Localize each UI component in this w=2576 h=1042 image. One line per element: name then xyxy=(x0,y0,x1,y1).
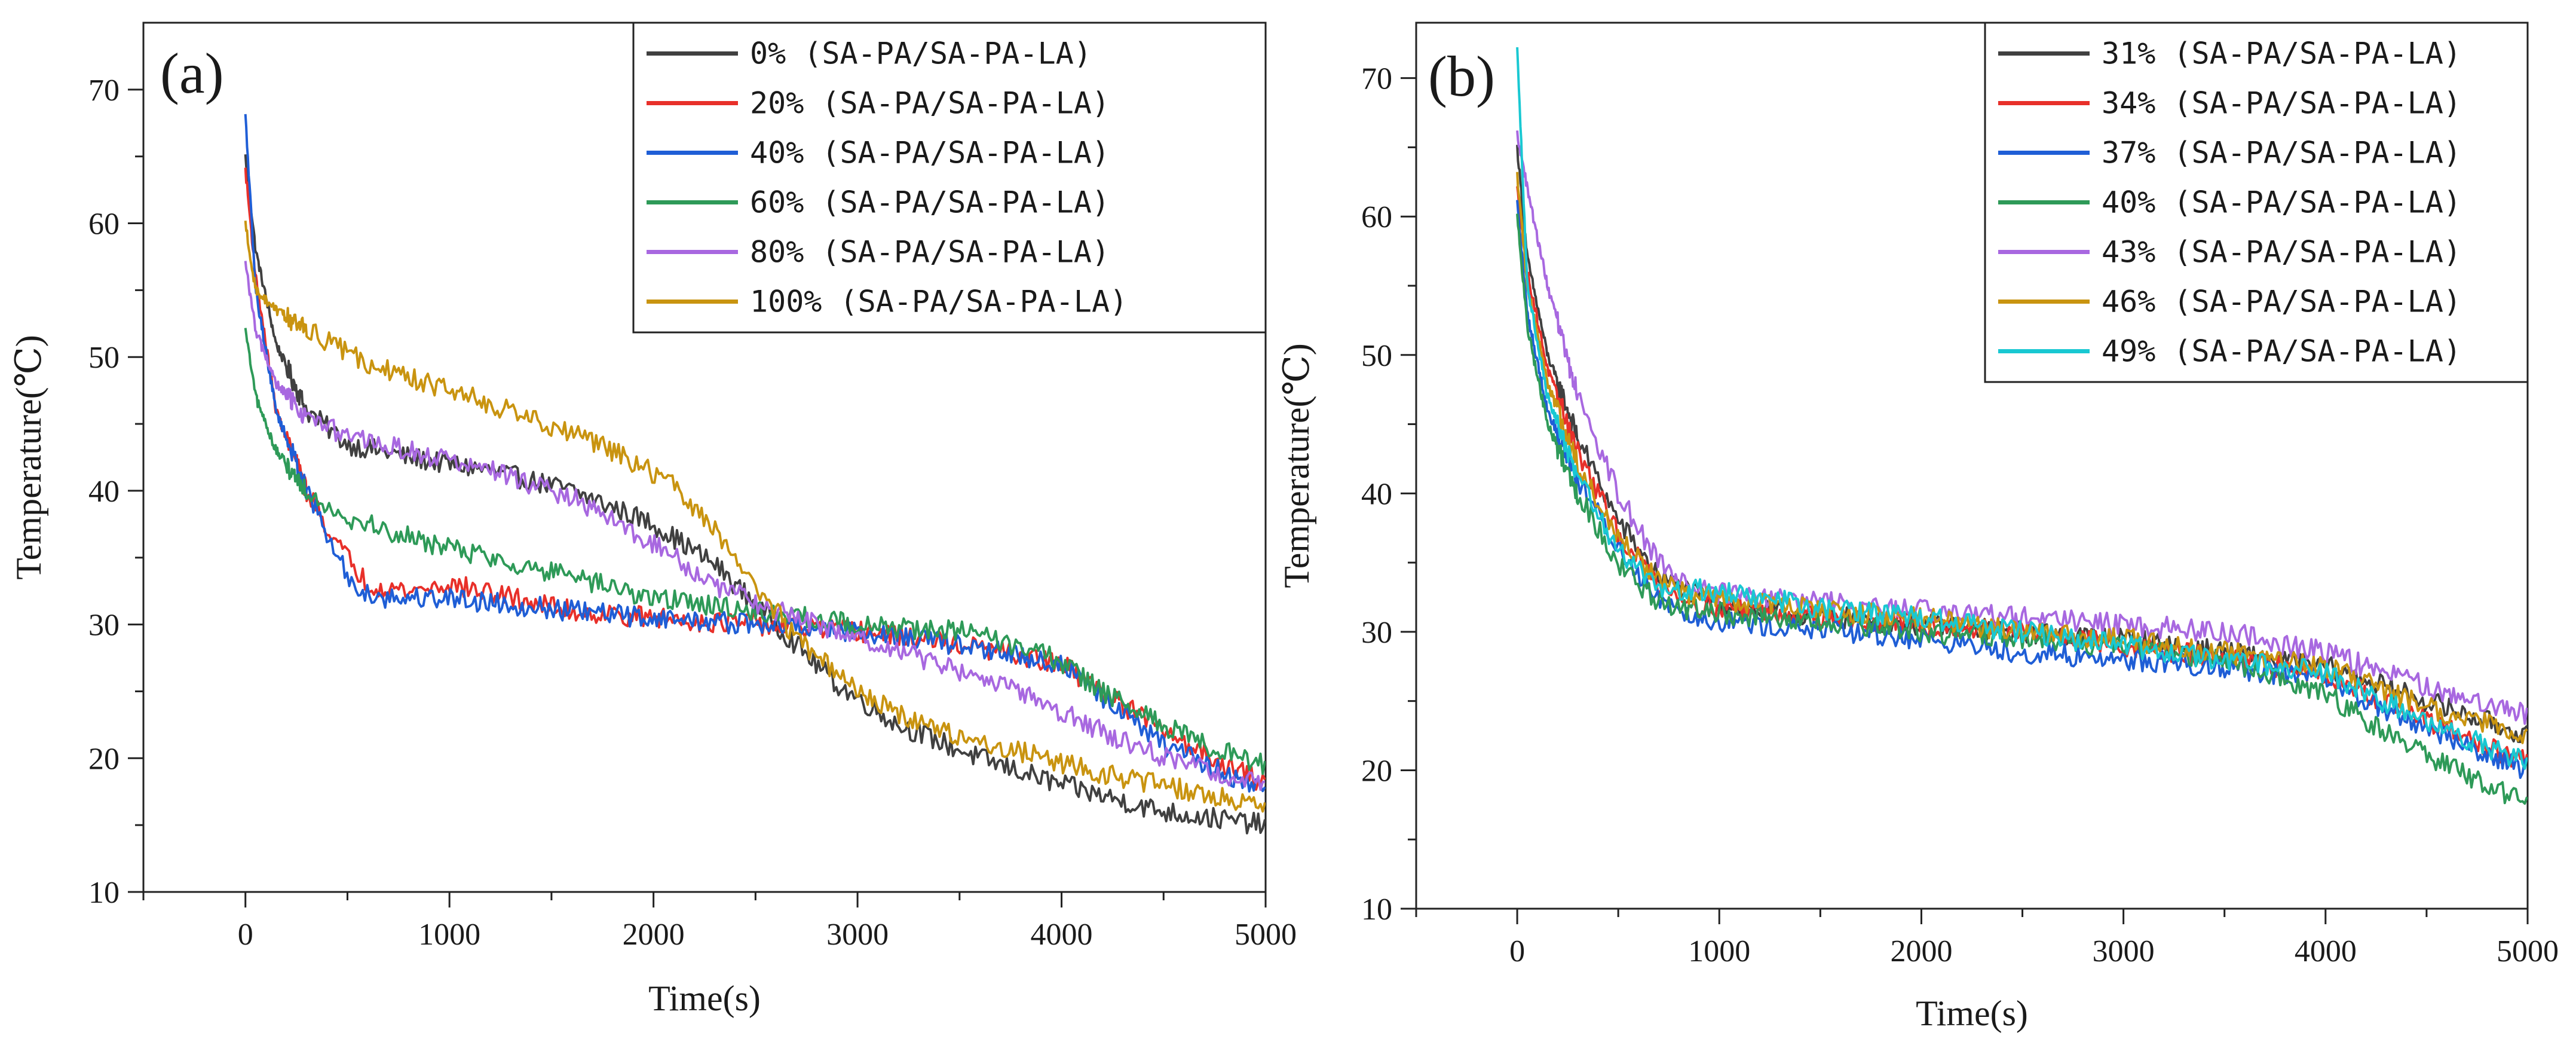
legend-label: 43% (SA-PA/SA-PA-LA) xyxy=(2102,235,2461,270)
series-line-3 xyxy=(244,114,1266,793)
legend: 31% (SA-PA/SA-PA-LA) 34% (SA-PA/SA-PA-LA)… xyxy=(1984,22,2529,383)
legend-label: 0% (SA-PA/SA-PA-LA) xyxy=(750,36,1092,71)
y-tick-label: 10 xyxy=(1361,893,1392,927)
x-tick-label: 1000 xyxy=(418,918,480,952)
legend-label: 100% (SA-PA/SA-PA-LA) xyxy=(750,285,1128,319)
series-line-7 xyxy=(1516,47,2528,770)
legend-label: 49% (SA-PA/SA-PA-LA) xyxy=(2102,334,2461,369)
plot-area-frame xyxy=(1415,22,2529,910)
legend: 0% (SA-PA/SA-PA-LA) 20% (SA-PA/SA-PA-LA) 4… xyxy=(632,22,1267,334)
legend-label: 60% (SA-PA/SA-PA-LA) xyxy=(750,185,1110,220)
x-tick-label: 5000 xyxy=(1235,918,1297,952)
legend-label: 37% (SA-PA/SA-PA-LA) xyxy=(2102,136,2461,170)
x-axis-title: Time(s) xyxy=(1916,994,2028,1033)
x-tick-label: 0 xyxy=(1509,934,1525,968)
x-tick-label: 1000 xyxy=(1688,934,1750,968)
legend-label: 40% (SA-PA/SA-PA-LA) xyxy=(750,136,1110,170)
legend-label: 20% (SA-PA/SA-PA-LA) xyxy=(750,86,1110,121)
panel-a-chart: 0 1000 2000 3000 4000 5000 10 20 30 40 50 60 70 Time(… xyxy=(9,22,1297,1018)
y-tick-label: 20 xyxy=(88,742,120,776)
series-group xyxy=(244,114,1266,835)
x-tick-label: 2000 xyxy=(1890,934,1952,968)
panel-label: (b) xyxy=(1428,44,1495,108)
x-tick-label: 4000 xyxy=(2295,934,2357,968)
y-tick-label: 70 xyxy=(1361,62,1392,96)
series-line-6 xyxy=(244,221,1266,813)
y-tick-label: 60 xyxy=(1361,200,1392,234)
x-tick-label: 3000 xyxy=(826,918,889,952)
series-group xyxy=(1516,47,2528,805)
y-tick-label: 60 xyxy=(88,207,120,242)
series-line-5 xyxy=(1516,130,2528,725)
y-tick-label: 30 xyxy=(1361,616,1392,650)
y-tick-label: 10 xyxy=(88,876,120,910)
y-tick-label: 40 xyxy=(1361,477,1392,511)
legend-label: 46% (SA-PA/SA-PA-LA) xyxy=(2102,285,2461,319)
legend-box xyxy=(632,22,1267,334)
y-axis-title: Temperature(℃) xyxy=(9,335,48,579)
x-axis-title: Time(s) xyxy=(648,979,761,1018)
y-tick-label: 70 xyxy=(88,74,120,108)
legend-label: 34% (SA-PA/SA-PA-LA) xyxy=(2102,86,2461,121)
series-line-5 xyxy=(244,261,1266,791)
y-axis-title: Temperature(℃) xyxy=(1277,343,1316,588)
y-tick-label: 50 xyxy=(88,341,120,375)
panel-label: (a) xyxy=(160,41,224,105)
panel-b-chart: 0 1000 2000 3000 4000 5000 10 20 30 40 50 60 70 Time(… xyxy=(1277,22,2559,1033)
y-tick-label: 30 xyxy=(88,609,120,643)
y-tick-label: 50 xyxy=(1361,339,1392,373)
series-line-4 xyxy=(1516,213,2528,805)
series-line-4 xyxy=(244,328,1266,775)
legend-label: 80% (SA-PA/SA-PA-LA) xyxy=(750,235,1110,270)
x-tick-label: 3000 xyxy=(2093,934,2155,968)
x-tick-label: 5000 xyxy=(2497,934,2559,968)
y-tick-label: 40 xyxy=(88,475,120,509)
x-tick-label: 0 xyxy=(238,918,253,952)
x-tick-label: 4000 xyxy=(1031,918,1093,952)
legend-label: 31% (SA-PA/SA-PA-LA) xyxy=(2102,36,2461,71)
legend-label: 40% (SA-PA/SA-PA-LA) xyxy=(2102,185,2461,220)
series-line-1 xyxy=(244,154,1266,835)
y-tick-label: 20 xyxy=(1361,754,1392,788)
x-tick-label: 2000 xyxy=(623,918,685,952)
